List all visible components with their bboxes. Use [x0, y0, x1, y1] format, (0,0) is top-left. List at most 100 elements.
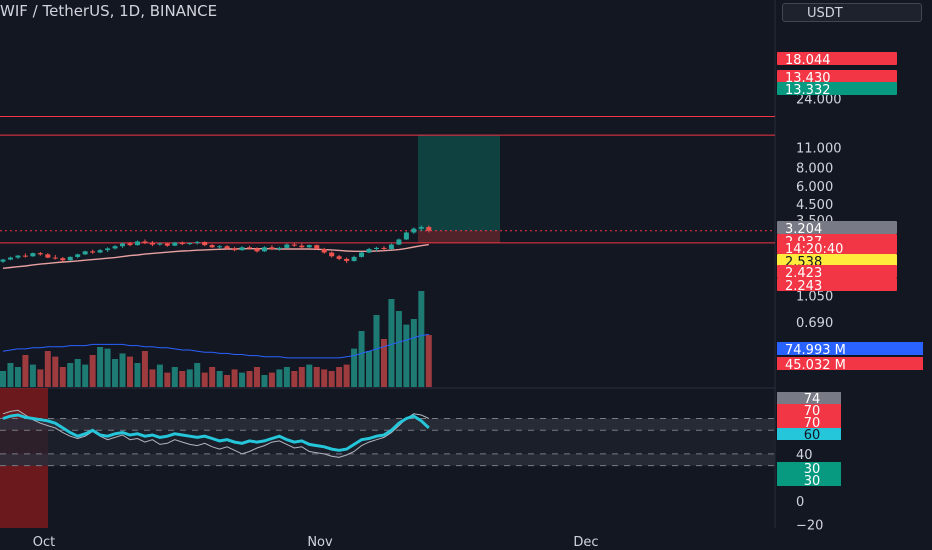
price-label-bg: [777, 52, 897, 65]
volume-bar: [67, 363, 74, 387]
candle-body: [232, 248, 238, 251]
rsi-label: 70: [804, 404, 821, 419]
volume-bar: [37, 369, 44, 387]
price-label-bg: [777, 241, 897, 254]
volume-bar: [89, 355, 96, 387]
price-label: 18.044: [785, 53, 831, 68]
volume-bar: [321, 369, 328, 387]
candle-body: [194, 241, 200, 243]
candle-body: [426, 227, 432, 231]
volume-bar: [358, 331, 365, 387]
volume-label-bg: [777, 357, 923, 370]
volume-label-bg: [777, 342, 923, 355]
volume-bar: [336, 367, 343, 387]
rsi-upper-band: [0, 418, 775, 431]
candle-body: [120, 243, 126, 247]
candle-body: [321, 248, 327, 253]
rsi-axis-tick: −20: [796, 519, 823, 534]
volume-bar: [224, 375, 231, 387]
candle-body: [284, 244, 290, 248]
volume-bar: [194, 363, 201, 387]
price-axis-tick: 11.000: [796, 142, 842, 157]
candle-body: [261, 247, 267, 252]
candle-body: [396, 239, 402, 245]
volume-bar: [126, 356, 133, 387]
position-target-zone: [418, 135, 500, 231]
volume-bar: [373, 315, 380, 387]
candle-body: [344, 258, 350, 261]
volume-bar: [29, 364, 36, 387]
price-label-bg: [777, 221, 897, 234]
candle-body: [82, 251, 88, 255]
volume-bar: [380, 339, 387, 387]
candle-body: [239, 247, 245, 251]
volume-label: 74.993 M: [785, 343, 846, 358]
candle-body: [381, 247, 387, 249]
candle-body: [254, 248, 260, 252]
volume-bar: [171, 367, 178, 387]
volume-bar: [351, 348, 358, 387]
rsi-label-bg: [777, 404, 841, 416]
time-axis-tick: Dec: [573, 535, 598, 550]
price-label: 13.332: [785, 83, 831, 98]
volume-bar: [313, 367, 320, 387]
price-label-bg: [777, 70, 897, 83]
volume-bar: [119, 353, 126, 387]
rsi-label-bg: [777, 428, 841, 440]
candle-body: [60, 258, 66, 261]
volume-bar: [74, 359, 81, 387]
candle-body: [179, 242, 185, 245]
currency-selector[interactable]: USDT: [782, 3, 922, 22]
symbol-title[interactable]: WIF / TetherUS, 1D, BINANCE: [0, 2, 218, 20]
volume-bar: [239, 372, 246, 387]
price-label-bg: [777, 278, 897, 291]
candle-body: [217, 246, 223, 248]
rsi-label: 30: [804, 474, 821, 489]
rsi-label-bg: [777, 462, 841, 474]
candle-body: [269, 247, 275, 249]
candle-body: [351, 256, 357, 261]
volume-bar: [343, 364, 350, 387]
volume-bar: [328, 371, 335, 387]
volume-bar: [209, 367, 216, 387]
candle-body: [276, 247, 282, 249]
price-axis-tick: 24.000: [796, 93, 842, 108]
candle-body: [329, 252, 335, 257]
candle-body: [105, 248, 111, 251]
volume-bar: [283, 367, 290, 387]
volume-bar: [366, 351, 373, 387]
volume-bar: [418, 291, 425, 387]
candle-body: [336, 256, 342, 259]
candle-body: [142, 241, 148, 243]
rsi-label-bg: [777, 474, 841, 486]
volume-bar: [134, 363, 141, 387]
candle-body: [149, 242, 155, 245]
candle-body: [22, 255, 28, 257]
price-label: 2.423: [785, 266, 822, 281]
candle-body: [172, 242, 178, 246]
volume-bar: [246, 371, 253, 387]
volume-bar: [276, 369, 283, 387]
candle-body: [164, 243, 170, 246]
volume-bar: [253, 367, 260, 387]
candle-body: [209, 245, 215, 248]
volume-bar: [141, 351, 148, 387]
volume-ma-line: [2, 333, 429, 359]
rsi-label: 74: [804, 392, 821, 407]
candle-body: [90, 251, 96, 253]
price-label: 14:20:40: [785, 242, 843, 257]
candle-body: [388, 244, 394, 249]
volume-label: 45.032 M: [785, 358, 846, 373]
candle-body: [67, 256, 73, 261]
candle-body: [0, 259, 6, 262]
volume-bar: [14, 367, 21, 387]
volume-bar: [104, 348, 111, 387]
volume-bar: [306, 364, 313, 387]
price-label-bg: [777, 254, 897, 267]
volume-bar: [164, 372, 171, 387]
rsi-label: 30: [804, 462, 821, 477]
time-axis-tick: Nov: [307, 535, 333, 550]
candle-body: [306, 245, 312, 248]
